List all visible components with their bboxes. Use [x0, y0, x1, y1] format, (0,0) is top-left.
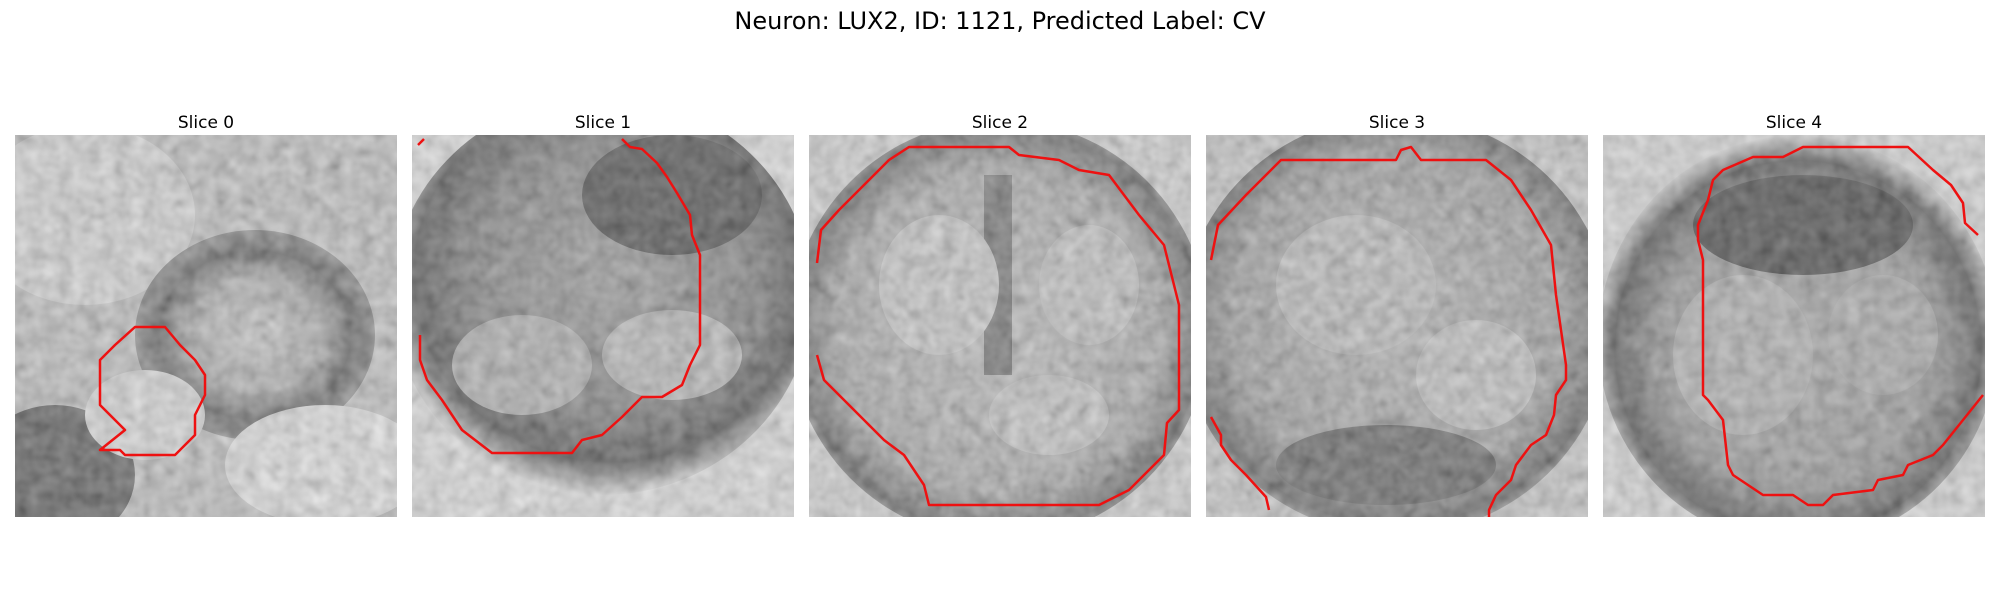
slice-panel-0: Slice 0: [15, 113, 397, 517]
slice-image: [412, 135, 794, 517]
slice-title: Slice 4: [1765, 113, 1823, 133]
slice-image: [809, 135, 1191, 517]
slice-image: [1603, 135, 1985, 517]
slice-title: Slice 3: [1368, 113, 1426, 133]
slice-1-image: [412, 135, 794, 517]
slice-title: Slice 1: [574, 113, 632, 133]
figure-title: Neuron: LUX2, ID: 1121, Predicted Label:…: [734, 7, 1266, 35]
slice-panel-1: Slice 1: [412, 113, 794, 517]
slice-image: [15, 135, 397, 517]
slice-image: [1206, 135, 1588, 517]
slice-3-image: [1206, 135, 1588, 517]
slice-2-image: [809, 135, 1191, 517]
slice-title: Slice 2: [971, 113, 1029, 133]
slice-panel-4: Slice 4: [1603, 113, 1985, 517]
slice-title: Slice 0: [177, 113, 235, 133]
slice-panel-3: Slice 3: [1206, 113, 1588, 517]
slice-4-image: [1603, 135, 1985, 517]
slice-panel-2: Slice 2: [809, 113, 1191, 517]
slice-0-image: [15, 135, 397, 517]
